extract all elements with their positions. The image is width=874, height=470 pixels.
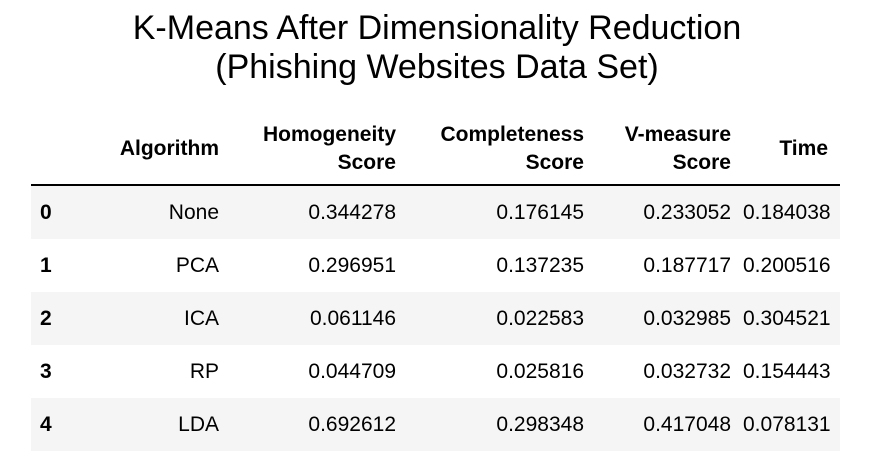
time-cell: 0.304521 [743,306,831,330]
time-cell: 0.200516 [743,253,831,277]
title-line-dataset: (Phishing Websites Data Set) [215,48,659,86]
completeness-cell: 0.022583 [496,306,584,330]
algorithm-cell: PCA [175,253,219,277]
header-v-measure-score: V-measure Score [596,114,743,186]
v-measure-cell: 0.417048 [643,412,731,436]
results-table: Algorithm Homogeneity Score Completeness… [31,114,840,451]
row-index-cell: 0 [40,200,52,224]
header-algorithm: Algorithm [69,114,231,186]
algorithm-cell: None [168,200,219,224]
completeness-cell: 0.176145 [496,200,584,224]
table-header: Algorithm Homogeneity Score Completeness… [31,114,840,186]
v-measure-cell: 0.032985 [643,306,731,330]
header-index [31,114,69,186]
v-measure-cell: 0.187717 [643,253,731,277]
v-measure-cell: 0.233052 [643,200,731,224]
title-line-main: K-Means After Dimensionality Reduction [132,9,742,47]
algorithm-cell: RP [189,359,219,383]
table-row: 3 RP 0.044709 0.025816 0.032732 0.154443 [31,345,840,398]
header-row: Algorithm Homogeneity Score Completeness… [31,114,840,186]
table-row: 2 ICA 0.061146 0.022583 0.032985 0.30452… [31,292,840,345]
header-homogeneity-score: Homogeneity Score [231,114,408,186]
completeness-cell: 0.137235 [496,253,584,277]
algorithm-cell: LDA [178,412,219,436]
row-index-cell: 1 [40,253,52,277]
header-completeness-score: Completeness Score [408,114,596,186]
homogeneity-cell: 0.044709 [308,359,396,383]
homogeneity-cell: 0.296951 [308,253,396,277]
table-row: 0 None 0.344278 0.176145 0.233052 0.1840… [31,185,840,239]
v-measure-cell: 0.032732 [643,359,731,383]
time-cell: 0.184038 [743,200,831,224]
row-index-cell: 3 [40,359,52,383]
completeness-cell: 0.025816 [496,359,584,383]
table-row: 4 LDA 0.692612 0.298348 0.417048 0.07813… [31,398,840,451]
row-index-cell: 2 [40,306,52,330]
table-row: 1 PCA 0.296951 0.137235 0.187717 0.20051… [31,239,840,292]
homogeneity-cell: 0.692612 [308,412,396,436]
homogeneity-cell: 0.344278 [308,200,396,224]
homogeneity-cell: 0.061146 [309,306,396,330]
table-title: K-Means After Dimensionality Reduction (… [0,9,874,87]
header-time: Time [743,114,840,186]
row-index-cell: 4 [40,412,52,436]
table-body: 0 None 0.344278 0.176145 0.233052 0.1840… [31,185,840,451]
completeness-cell: 0.298348 [496,412,584,436]
time-cell: 0.078131 [743,412,831,436]
time-cell: 0.154443 [743,359,831,383]
algorithm-cell: ICA [183,306,219,330]
